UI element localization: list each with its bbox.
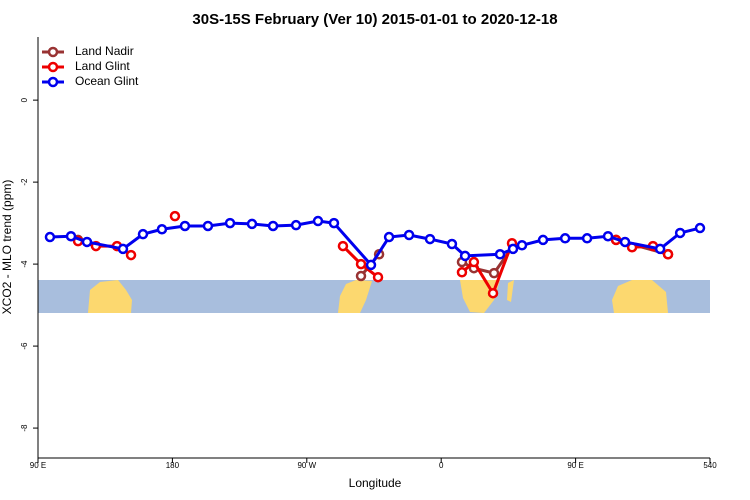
land-south-america bbox=[338, 280, 372, 313]
data-point bbox=[65, 230, 77, 242]
data-point bbox=[202, 220, 214, 232]
data-point bbox=[179, 220, 191, 232]
data-point bbox=[224, 217, 236, 229]
data-point bbox=[117, 243, 129, 255]
data-point bbox=[81, 236, 93, 248]
data-point bbox=[44, 231, 56, 243]
data-point bbox=[619, 236, 631, 248]
data-point bbox=[654, 243, 666, 255]
data-point bbox=[156, 224, 168, 235]
data-point bbox=[662, 249, 674, 260]
data-point bbox=[383, 231, 395, 243]
y-tick-label: -8 bbox=[20, 424, 29, 432]
x-axis-label: Longitude bbox=[349, 476, 402, 490]
land-australia bbox=[612, 280, 668, 313]
data-point bbox=[365, 259, 377, 271]
data-point bbox=[694, 222, 706, 234]
y-axis-label: XCO2 - MLO trend (ppm) bbox=[0, 180, 14, 315]
data-point bbox=[137, 228, 149, 240]
legend-marker bbox=[47, 76, 59, 88]
data-point bbox=[169, 210, 181, 222]
x-tick-label: 90 E bbox=[567, 461, 583, 470]
data-point bbox=[516, 239, 528, 251]
data-point bbox=[494, 249, 506, 260]
chart-title: 30S-15S February (Ver 10) 2015-01-01 to … bbox=[192, 11, 557, 28]
ocean-band bbox=[38, 280, 710, 313]
legend-label: Ocean Glint bbox=[75, 74, 139, 88]
y-tick-label: -6 bbox=[20, 342, 29, 350]
land-australia bbox=[88, 280, 132, 313]
data-point bbox=[468, 256, 480, 268]
data-point bbox=[487, 287, 499, 299]
land-madagascar bbox=[507, 280, 514, 302]
data-point bbox=[355, 258, 367, 270]
data-point bbox=[456, 267, 468, 278]
x-tick-label: 90 E bbox=[30, 461, 46, 470]
data-point bbox=[459, 250, 471, 262]
legend-label: Land Nadir bbox=[75, 44, 134, 58]
x-tick-label: 180 bbox=[166, 461, 180, 470]
data-point bbox=[246, 218, 258, 230]
x-tick-label: 0 bbox=[439, 461, 444, 470]
map-strip bbox=[38, 280, 710, 313]
data-point bbox=[424, 233, 436, 245]
y-tick-label: -2 bbox=[20, 178, 29, 186]
data-point bbox=[290, 219, 302, 231]
data-point bbox=[446, 238, 458, 250]
data-point bbox=[355, 270, 367, 282]
data-point bbox=[372, 271, 384, 283]
data-point bbox=[537, 234, 549, 246]
data-point bbox=[507, 243, 519, 255]
data-point bbox=[581, 233, 593, 244]
legend-marker bbox=[47, 46, 59, 58]
data-point bbox=[267, 220, 279, 232]
legend-label: Land Glint bbox=[75, 59, 130, 73]
legend-marker bbox=[47, 61, 59, 73]
data-point bbox=[337, 240, 349, 252]
x-tick-label: 540 bbox=[703, 461, 717, 470]
y-tick-label: -4 bbox=[20, 260, 29, 268]
x-tick-label: 90 W bbox=[297, 461, 316, 470]
data-point bbox=[312, 215, 324, 227]
data-point bbox=[674, 227, 686, 239]
data-point bbox=[602, 230, 614, 242]
data-point bbox=[488, 267, 500, 279]
data-point bbox=[125, 249, 137, 261]
data-point bbox=[559, 233, 571, 244]
data-point bbox=[328, 217, 340, 229]
data-point bbox=[403, 229, 415, 241]
series-line bbox=[49, 219, 701, 268]
y-tick-label: 0 bbox=[20, 97, 29, 102]
